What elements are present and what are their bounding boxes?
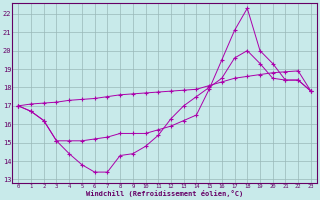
X-axis label: Windchill (Refroidissement éolien,°C): Windchill (Refroidissement éolien,°C) — [86, 190, 243, 197]
